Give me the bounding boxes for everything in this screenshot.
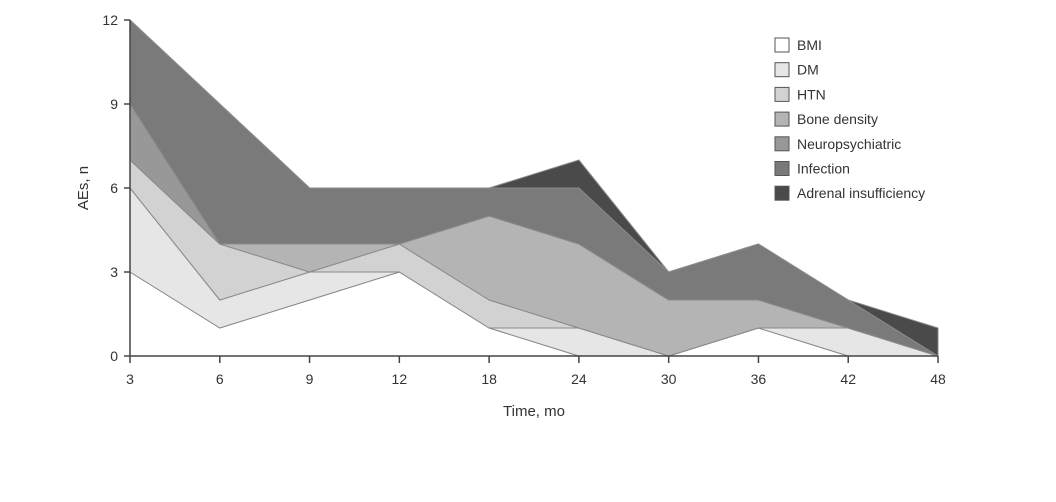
x-axis-title: Time, mo [503,403,565,420]
x-tick-label: 24 [571,371,587,387]
legend-label: HTN [797,86,826,102]
x-tick-label: 12 [392,371,408,387]
x-tick-label: 9 [306,371,314,387]
legend-label: Infection [797,161,850,177]
legend-swatch [774,136,790,152]
area-adrenal-insufficiency [129,19,939,357]
y-tick-label: 0 [110,348,118,364]
legend-item-adrenal-insufficiency: Adrenal insufficiency [774,185,925,201]
x-tick-label: 36 [751,371,767,387]
legend-label: Neuropsychiatric [797,136,901,152]
x-tick-label: 3 [126,371,134,387]
y-tick-label: 3 [110,264,118,280]
legend-item-bone-density: Bone density [774,111,878,127]
area-layers [129,19,939,357]
legend-label: BMI [797,37,822,53]
legend-swatch [774,86,790,102]
legend-item-bmi: BMI [774,37,822,53]
y-tick-label: 6 [110,180,118,196]
x-tick-label: 42 [840,371,856,387]
x-ticks: 3 6 9 12 18 24 30 36 42 48 [126,356,946,387]
legend-swatch [774,111,790,127]
legend-item-htn: HTN [774,86,826,102]
legend-item-neuropsychiatric: Neuropsychiatric [774,136,901,152]
y-axis-title: AEs, n [75,166,92,210]
legend-item-dm: DM [774,62,819,78]
y-tick-label: 12 [102,12,118,28]
x-tick-label: 48 [930,371,946,387]
legend-swatch [774,161,790,176]
legend-swatch [774,62,790,78]
legend-swatch [774,37,790,53]
legend-label: Adrenal insufficiency [797,185,925,201]
legend-label: DM [797,62,819,78]
legend-swatch [774,185,790,201]
x-tick-label: 18 [481,371,497,387]
legend-item-infection: Infection [774,161,850,177]
legend-label: Bone density [797,111,878,127]
y-ticks: 0 3 6 9 12 [102,12,130,364]
legend: BMI DM HTN Bone density Neuropsychiatric Infe… [774,37,925,201]
x-tick-label: 30 [661,371,677,387]
x-tick-label: 6 [216,371,224,387]
y-tick-label: 9 [110,96,118,112]
